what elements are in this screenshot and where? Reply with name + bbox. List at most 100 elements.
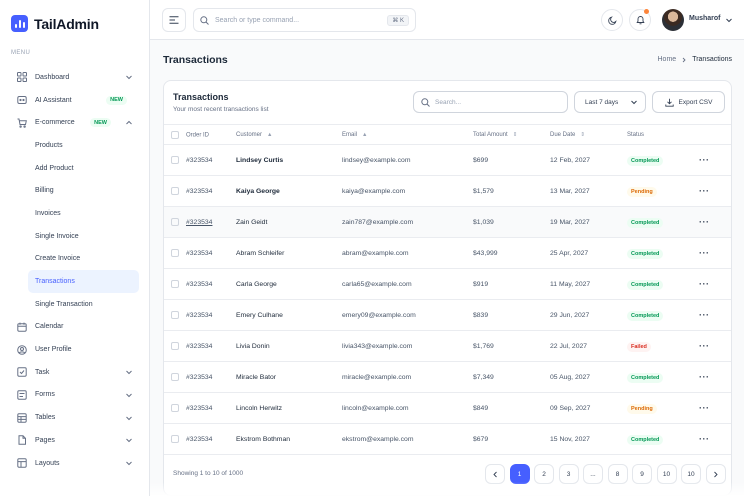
column-header-total-amount[interactable]: Total Amount ⇕ — [473, 124, 550, 145]
page-button[interactable]: 10 — [656, 464, 677, 484]
user-circle-icon — [17, 344, 27, 355]
customer-cell: Carla George — [236, 268, 342, 300]
breadcrumb-home-link[interactable]: Home — [657, 56, 677, 63]
sidebar-subitem-single-transaction[interactable]: Single Transaction — [35, 300, 93, 308]
page-title: Transactions — [163, 54, 228, 66]
sidebar-item-label: Forms — [35, 391, 55, 399]
status-badge: Failed — [627, 341, 651, 352]
top-header: Search or type command... ⌘ K Musharof — [150, 0, 744, 40]
chevron-down-icon[interactable] — [725, 16, 733, 24]
row-checkbox[interactable] — [171, 373, 179, 381]
sidebar-item-ai-assistant[interactable]: AI Assistant NEW — [9, 89, 141, 112]
row-checkbox[interactable] — [171, 249, 179, 257]
download-icon — [664, 98, 674, 107]
more-options-icon[interactable]: ··· — [699, 341, 710, 351]
transactions-table: Order ID Customer ▲ Email ▲ Total Amount ⇕ … — [164, 124, 731, 455]
next-page-button[interactable] — [705, 464, 726, 484]
breadcrumb: Home Transactions — [658, 56, 733, 63]
notification-dot — [644, 9, 649, 14]
sidebar-item-pages[interactable]: Pages — [9, 429, 141, 452]
more-options-icon[interactable]: ··· — [699, 155, 710, 165]
sidebar-item-forms[interactable]: Forms — [9, 384, 141, 407]
prev-page-button[interactable] — [485, 464, 505, 484]
column-header-due-date[interactable]: Due Date ⇕ — [550, 124, 627, 145]
sidebar-item-task[interactable]: Task — [9, 361, 141, 384]
sort-both-icon: ⇕ — [512, 131, 518, 138]
sidebar-subitem-create-invoice[interactable]: Create Invoice — [35, 255, 81, 263]
row-checkbox[interactable] — [171, 280, 179, 288]
period-select[interactable]: Last 7 days — [574, 91, 646, 113]
row-checkbox[interactable] — [171, 187, 179, 195]
amount-cell: $1,579 — [473, 175, 550, 207]
menu-section-label: MENU — [11, 50, 31, 56]
avatar[interactable] — [662, 9, 684, 31]
due-date-cell: 05 Aug, 2027 — [550, 361, 627, 393]
more-options-icon[interactable]: ··· — [699, 310, 710, 320]
page-button[interactable]: 3 — [558, 464, 579, 484]
table-row: #323534 Ekstrom Bothman ekstrom@example.… — [164, 423, 731, 455]
notifications-button[interactable] — [629, 9, 651, 31]
sidebar-item-ecommerce[interactable]: E-commerce NEW — [9, 111, 141, 134]
customer-cell: Abram Schleifer — [236, 237, 342, 269]
sidebar-subitem-add-product[interactable]: Add Product — [35, 164, 74, 172]
export-csv-button[interactable]: Export CSV — [652, 91, 725, 113]
table-row: #323534 Zain Geidt zain787@example.com $… — [164, 206, 731, 238]
more-options-icon[interactable]: ··· — [699, 372, 710, 382]
column-header-email[interactable]: Email ▲ — [342, 124, 473, 145]
sidebar-toggle-button[interactable] — [162, 8, 186, 32]
chevron-down-icon — [126, 461, 132, 466]
export-label: Export CSV — [678, 98, 713, 106]
more-options-icon[interactable]: ··· — [699, 403, 710, 413]
page-ellipsis: ... — [583, 464, 603, 484]
bottom-fade — [150, 482, 744, 496]
sidebar-item-calendar[interactable]: Calendar — [9, 316, 141, 339]
page-button[interactable]: 8 — [607, 464, 628, 484]
sidebar-subitem-single-invoice[interactable]: Single Invoice — [35, 232, 79, 240]
sidebar-item-layouts[interactable]: Layouts — [9, 452, 141, 475]
theme-toggle-button[interactable] — [601, 9, 623, 31]
page-button[interactable]: 9 — [632, 464, 652, 484]
sidebar-item-tables[interactable]: Tables — [9, 406, 141, 429]
page-button[interactable]: 1 — [509, 464, 530, 484]
row-checkbox[interactable] — [171, 156, 179, 164]
page-button[interactable]: 10 — [681, 464, 701, 484]
more-options-icon[interactable]: ··· — [699, 279, 710, 289]
more-options-icon[interactable]: ··· — [699, 248, 710, 258]
table-search-input[interactable]: Search... — [413, 91, 568, 113]
table-row: #323534 Emery Culhane emery09@example.co… — [164, 299, 731, 331]
row-checkbox[interactable] — [171, 404, 179, 412]
cart-icon — [17, 118, 27, 128]
sidebar-subitem-transactions[interactable]: Transactions — [28, 270, 139, 293]
column-header-actions — [699, 124, 731, 145]
layout-icon — [17, 458, 27, 468]
row-checkbox[interactable] — [171, 218, 179, 226]
due-date-cell: 15 Nov, 2027 — [550, 423, 627, 455]
brand-logo[interactable]: TailAdmin — [11, 15, 99, 32]
row-checkbox[interactable] — [171, 435, 179, 443]
chevron-down-icon — [126, 438, 132, 443]
column-header-customer[interactable]: Customer ▲ — [236, 124, 342, 145]
row-checkbox[interactable] — [171, 342, 179, 350]
transactions-card: Transactions Your most recent transactio… — [163, 80, 732, 496]
sidebar-subitem-products[interactable]: Products — [35, 141, 63, 149]
more-options-icon[interactable]: ··· — [699, 217, 710, 227]
status-badge: Completed — [627, 434, 664, 445]
email-cell: lindsey@example.com — [342, 144, 473, 176]
column-header-order-id[interactable]: Order ID — [164, 124, 236, 145]
user-name[interactable]: Musharof — [689, 15, 721, 22]
sidebar-item-dashboard[interactable]: Dashboard — [9, 66, 141, 89]
page-button[interactable]: 2 — [534, 464, 554, 484]
due-date-cell: 12 Feb, 2027 — [550, 144, 627, 176]
sidebar-subitem-invoices[interactable]: Invoices — [35, 209, 61, 217]
status-badge: Completed — [627, 372, 664, 383]
more-options-icon[interactable]: ··· — [699, 434, 710, 444]
select-all-checkbox[interactable] — [171, 130, 179, 139]
chevron-right-icon — [714, 471, 718, 477]
more-options-icon[interactable]: ··· — [699, 186, 710, 196]
sidebar-subitem-billing[interactable]: Billing — [35, 187, 54, 195]
row-checkbox[interactable] — [171, 311, 179, 319]
sidebar-item-user-profile[interactable]: User Profile — [9, 338, 141, 361]
new-badge: NEW — [106, 95, 127, 105]
chevron-down-icon — [631, 100, 637, 105]
command-search-input[interactable]: Search or type command... ⌘ K — [193, 8, 416, 32]
